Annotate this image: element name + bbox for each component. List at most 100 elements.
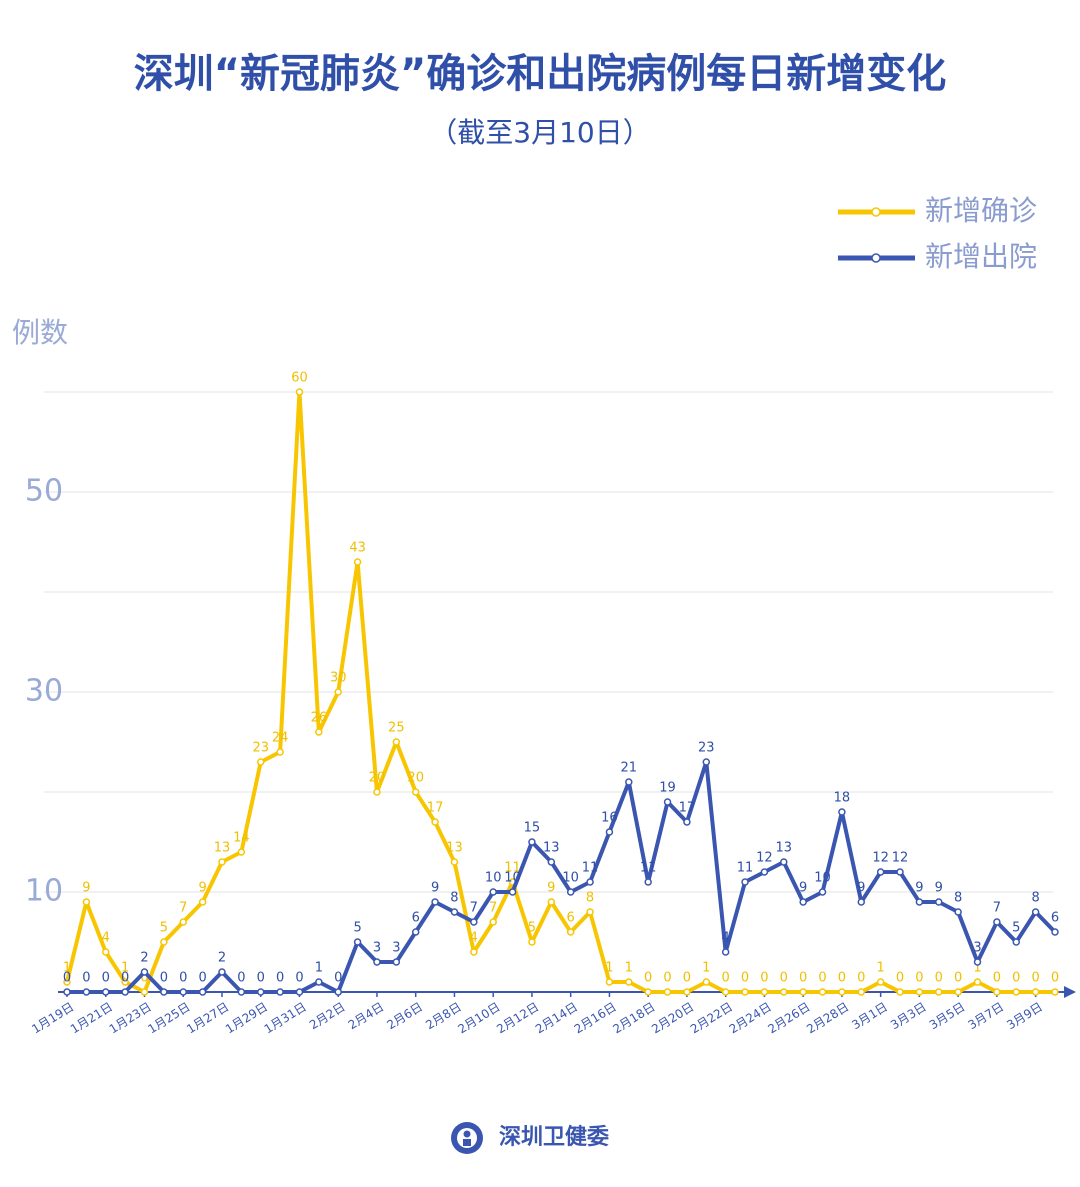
data-label: 13 bbox=[214, 841, 231, 856]
data-label: 1 bbox=[605, 961, 613, 976]
point bbox=[876, 868, 885, 876]
data-label: 0 bbox=[1051, 971, 1059, 986]
data-label: 0 bbox=[818, 971, 826, 986]
point bbox=[799, 988, 807, 996]
point bbox=[63, 978, 71, 986]
point bbox=[101, 988, 110, 996]
x-tick-label: 3月7日 bbox=[966, 1000, 1007, 1033]
data-label: 12 bbox=[892, 851, 909, 866]
point bbox=[508, 888, 517, 896]
point bbox=[683, 818, 691, 826]
point bbox=[528, 938, 536, 946]
point bbox=[160, 988, 168, 996]
chart-subtitle: （截至3月10日） bbox=[429, 116, 650, 149]
data-label: 19 bbox=[659, 781, 676, 796]
data-label: 25 bbox=[388, 721, 405, 736]
data-label: 0 bbox=[799, 971, 807, 986]
data-label: 4 bbox=[102, 931, 110, 946]
data-label: 17 bbox=[679, 801, 696, 816]
data-label: 4 bbox=[722, 931, 730, 946]
point bbox=[741, 988, 749, 996]
x-axis-arrow bbox=[1064, 986, 1076, 998]
data-label: 2 bbox=[140, 951, 148, 966]
data-label: 9 bbox=[799, 881, 807, 896]
data-label: 12 bbox=[872, 851, 889, 866]
point bbox=[954, 988, 962, 996]
point bbox=[605, 828, 614, 836]
point bbox=[1031, 908, 1040, 916]
data-label: 21 bbox=[621, 761, 638, 776]
point bbox=[431, 818, 439, 826]
data-label: 0 bbox=[780, 971, 788, 986]
point bbox=[450, 908, 459, 916]
data-label: 0 bbox=[915, 971, 923, 986]
point bbox=[625, 778, 633, 786]
data-label: 6 bbox=[567, 911, 575, 926]
point bbox=[160, 938, 168, 946]
point bbox=[179, 918, 187, 926]
point bbox=[315, 728, 323, 736]
source: 深圳卫健委 bbox=[499, 1124, 609, 1150]
point bbox=[63, 988, 71, 996]
point bbox=[295, 988, 304, 996]
data-label: 0 bbox=[838, 971, 846, 986]
point bbox=[450, 858, 459, 866]
point bbox=[82, 898, 91, 906]
data-label: 1 bbox=[973, 961, 981, 976]
data-label: 9 bbox=[431, 881, 439, 896]
data-label: 13 bbox=[446, 841, 463, 856]
data-label: 0 bbox=[257, 971, 265, 986]
point bbox=[838, 988, 846, 996]
data-label: 0 bbox=[160, 971, 168, 986]
x-tick-label: 1月19日 bbox=[29, 1000, 76, 1037]
data-label: 11 bbox=[504, 861, 521, 876]
point bbox=[760, 868, 769, 876]
data-label: 16 bbox=[601, 811, 618, 826]
x-tick-label: 2月18日 bbox=[610, 1000, 657, 1037]
data-label: 0 bbox=[954, 971, 962, 986]
x-tick-label: 2月22日 bbox=[688, 1000, 735, 1037]
data-label: 14 bbox=[233, 831, 250, 846]
data-label: 7 bbox=[993, 901, 1001, 916]
data-label: 0 bbox=[140, 971, 148, 986]
point bbox=[353, 938, 362, 946]
data-label: 0 bbox=[1012, 971, 1020, 986]
data-label: 1 bbox=[121, 961, 129, 976]
point bbox=[935, 988, 943, 996]
data-label: 43 bbox=[349, 541, 366, 556]
data-label: 7 bbox=[489, 901, 497, 916]
x-tick-label: 2月16日 bbox=[572, 1000, 619, 1037]
point bbox=[470, 918, 478, 926]
data-label: 1 bbox=[625, 961, 633, 976]
data-label: 9 bbox=[82, 881, 90, 896]
data-label: 0 bbox=[121, 971, 129, 986]
data-label: 23 bbox=[252, 741, 269, 756]
point bbox=[121, 978, 129, 986]
x-tick-label: 2月24日 bbox=[727, 1000, 774, 1037]
point bbox=[198, 898, 207, 906]
point bbox=[237, 848, 246, 856]
data-label: 0 bbox=[896, 971, 904, 986]
data-label: 0 bbox=[993, 971, 1001, 986]
point bbox=[663, 988, 672, 996]
point bbox=[605, 978, 614, 986]
x-tick-label: 2月20日 bbox=[649, 1000, 696, 1037]
data-label: 15 bbox=[524, 821, 541, 836]
point bbox=[915, 898, 924, 906]
point bbox=[140, 968, 149, 976]
point bbox=[1031, 988, 1040, 996]
data-label: 23 bbox=[698, 741, 715, 756]
x-tick-label: 3月5日 bbox=[927, 1000, 968, 1033]
point bbox=[392, 738, 401, 746]
x-tick-label: 2月28日 bbox=[804, 1000, 851, 1037]
point bbox=[431, 898, 439, 906]
point bbox=[334, 988, 342, 996]
data-label: 0 bbox=[857, 971, 865, 986]
data-label: 0 bbox=[663, 971, 671, 986]
data-label: 0 bbox=[683, 971, 691, 986]
data-label: 1 bbox=[63, 961, 71, 976]
data-label: 8 bbox=[954, 891, 962, 906]
data-label: 5 bbox=[160, 921, 168, 936]
data-label: 7 bbox=[179, 901, 187, 916]
x-tick-label: 3月1日 bbox=[849, 1000, 890, 1033]
